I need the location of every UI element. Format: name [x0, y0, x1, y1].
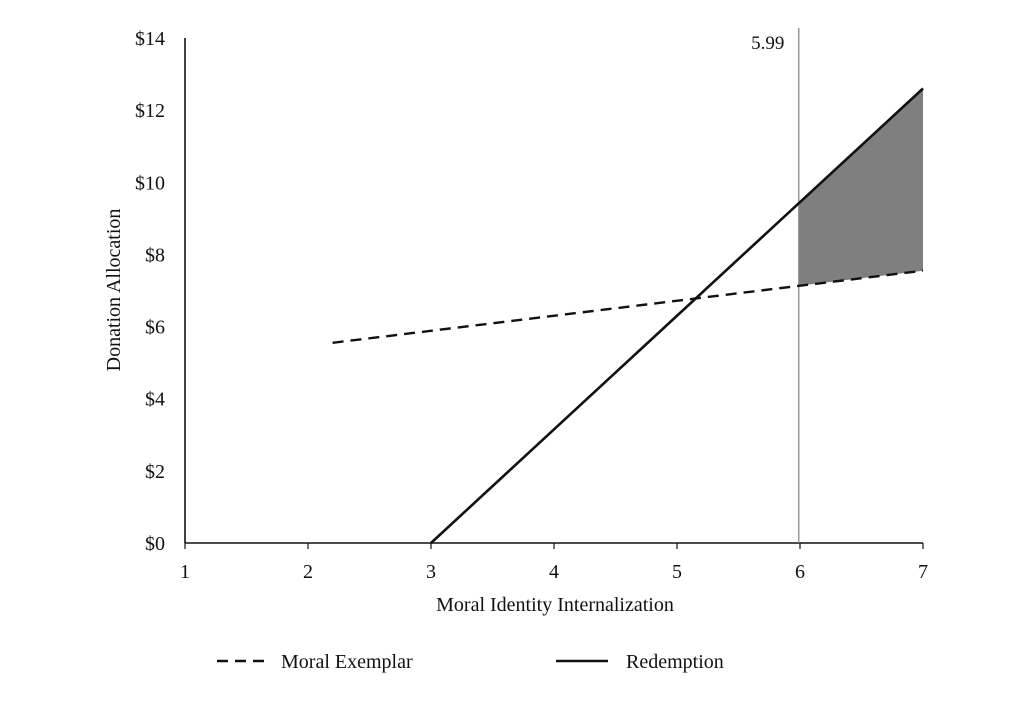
x-tick-label: 4	[549, 561, 559, 583]
shaded-region-layer	[798, 88, 923, 286]
series-line-redemption	[430, 87, 924, 544]
tick-labels-layer: 1 2 3 4 5 6 7 $0 $2 $4 $6 $8 $10 $12 $14	[135, 28, 928, 583]
y-tick-label: $8	[145, 244, 165, 266]
x-tick-label: 3	[426, 561, 436, 583]
x-tick-label: 5	[672, 561, 682, 583]
legend: Moral Exemplar Redemption	[217, 651, 724, 673]
shaded-region	[798, 88, 923, 286]
x-tick-label: 2	[303, 561, 313, 583]
y-tick-label: $14	[135, 28, 165, 50]
series-layer	[332, 87, 924, 544]
series-line-moral-exemplar	[332, 269, 924, 344]
y-tick-label: $10	[135, 172, 165, 194]
y-axis-title: Donation Allocation	[103, 209, 125, 372]
legend-label-moral-exemplar: Moral Exemplar	[281, 651, 413, 673]
y-tick-label: $6	[145, 317, 165, 339]
x-tick-label: 6	[795, 561, 805, 583]
y-tick-label: $4	[145, 389, 165, 411]
y-tick-label: $12	[135, 100, 165, 122]
reference-vline-label: 5.99	[751, 33, 784, 54]
axes-layer	[184, 38, 924, 549]
legend-label-redemption: Redemption	[626, 651, 724, 673]
reference-line-layer: 5.99	[751, 28, 800, 543]
y-tick-label: $2	[145, 461, 165, 483]
x-tick-label: 7	[918, 561, 928, 583]
y-tick-label: $0	[145, 533, 165, 555]
x-tick-label: 1	[180, 561, 190, 583]
x-axis-title: Moral Identity Internalization	[436, 594, 674, 616]
